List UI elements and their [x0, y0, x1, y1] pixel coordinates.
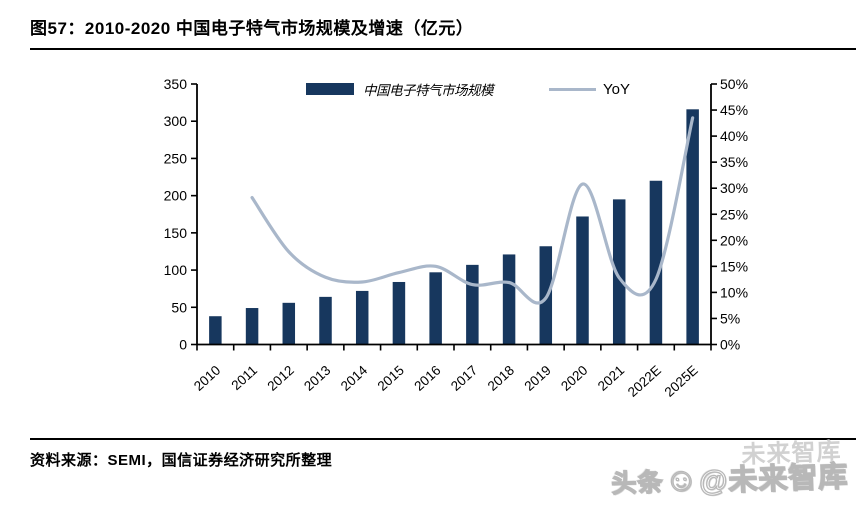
- right-axis-label: 0%: [720, 337, 740, 353]
- x-axis-label-2015: 2015: [375, 363, 407, 394]
- source-note: 资料来源：SEMI，国信证券经济研究所整理: [30, 452, 333, 469]
- right-axis-label: 45%: [720, 102, 748, 118]
- bar-2011: [245, 308, 259, 345]
- chart-area: 0 50 100 150 200 250 300 350 0% 5% 10% 15% 20% 25% 30%…: [0, 55, 860, 425]
- x-axis-label-2019: 2019: [521, 363, 553, 394]
- legend-bar-label: 中国电子特气市场规模: [363, 83, 494, 98]
- x-axis-label-2020: 2020: [558, 363, 590, 394]
- left-axis-label: 150: [164, 225, 188, 241]
- right-axis-label: 30%: [720, 180, 748, 196]
- legend-bar-swatch: [306, 83, 354, 95]
- x-axis-label-2013: 2013: [301, 363, 333, 394]
- legend-line-swatch: [549, 87, 596, 91]
- watermark: 未来智库 头条 ☺ @未来智库: [610, 433, 849, 505]
- x-axis-label-2011: 2011: [228, 363, 260, 394]
- chart-legend: 中国电子特气市场规模 YoY: [306, 79, 630, 99]
- left-axis-label: 250: [164, 150, 188, 166]
- left-axis-label: 0: [179, 337, 187, 353]
- watermark-prefix: 头条: [610, 468, 664, 499]
- x-axis-label-2021: 2021: [595, 363, 627, 394]
- left-axis-label: 100: [164, 262, 188, 278]
- left-axis-label: 200: [164, 188, 188, 204]
- bar-2012: [282, 302, 296, 345]
- right-axis-label: 20%: [720, 232, 748, 248]
- title-divider: [30, 48, 856, 50]
- bar-2010: [209, 316, 222, 345]
- bar-2013: [319, 296, 332, 345]
- bar-2018: [502, 254, 516, 345]
- right-axis-label: 25%: [720, 206, 748, 222]
- right-axis-label: 40%: [720, 128, 748, 144]
- legend-line-label: YoY: [603, 80, 630, 98]
- bar-2014: [355, 290, 369, 345]
- bar-2022E: [649, 180, 663, 345]
- x-axis-label-2025E: 2025E: [662, 363, 701, 400]
- x-axis-label-2014: 2014: [338, 362, 371, 394]
- right-axis-label: 10%: [720, 284, 748, 300]
- x-axis-label-2022E: 2022E: [625, 363, 664, 400]
- yoy-line: [250, 116, 695, 305]
- source-divider: [30, 438, 856, 440]
- right-axis-label: 50%: [720, 76, 748, 92]
- bar-2015: [392, 281, 406, 345]
- watermark-handle: @未来智库: [698, 460, 850, 499]
- figure-title: 图57：2010-2020 中国电子特气市场规模及增速（亿元）: [30, 19, 474, 38]
- bar-2017: [466, 264, 479, 345]
- right-axis-label: 5%: [720, 310, 740, 326]
- x-axis-label-2010: 2010: [191, 363, 223, 394]
- bar-2016: [429, 272, 442, 345]
- left-axis-label: 300: [164, 113, 188, 129]
- left-axis-label: 50: [171, 299, 187, 315]
- toutiao-smiley-icon: ☺: [663, 460, 699, 499]
- combo-chart: 0 50 100 150 200 250 300 350 0% 5% 10% 15% 20% 25% 30%…: [164, 76, 748, 400]
- bar-2025E: [686, 109, 699, 345]
- x-axis-label-2012: 2012: [264, 363, 296, 394]
- x-axis-label-2018: 2018: [485, 363, 517, 394]
- bar-2021: [612, 199, 626, 345]
- bar-2020: [576, 216, 589, 345]
- right-axis-label: 35%: [720, 154, 748, 170]
- watermark-main: 头条 ☺ @未来智库: [610, 453, 850, 503]
- x-axis-label-2017: 2017: [448, 363, 480, 394]
- left-axis-label: 350: [164, 76, 188, 92]
- right-axis-label: 15%: [720, 258, 748, 274]
- x-axis-label-2016: 2016: [411, 363, 443, 394]
